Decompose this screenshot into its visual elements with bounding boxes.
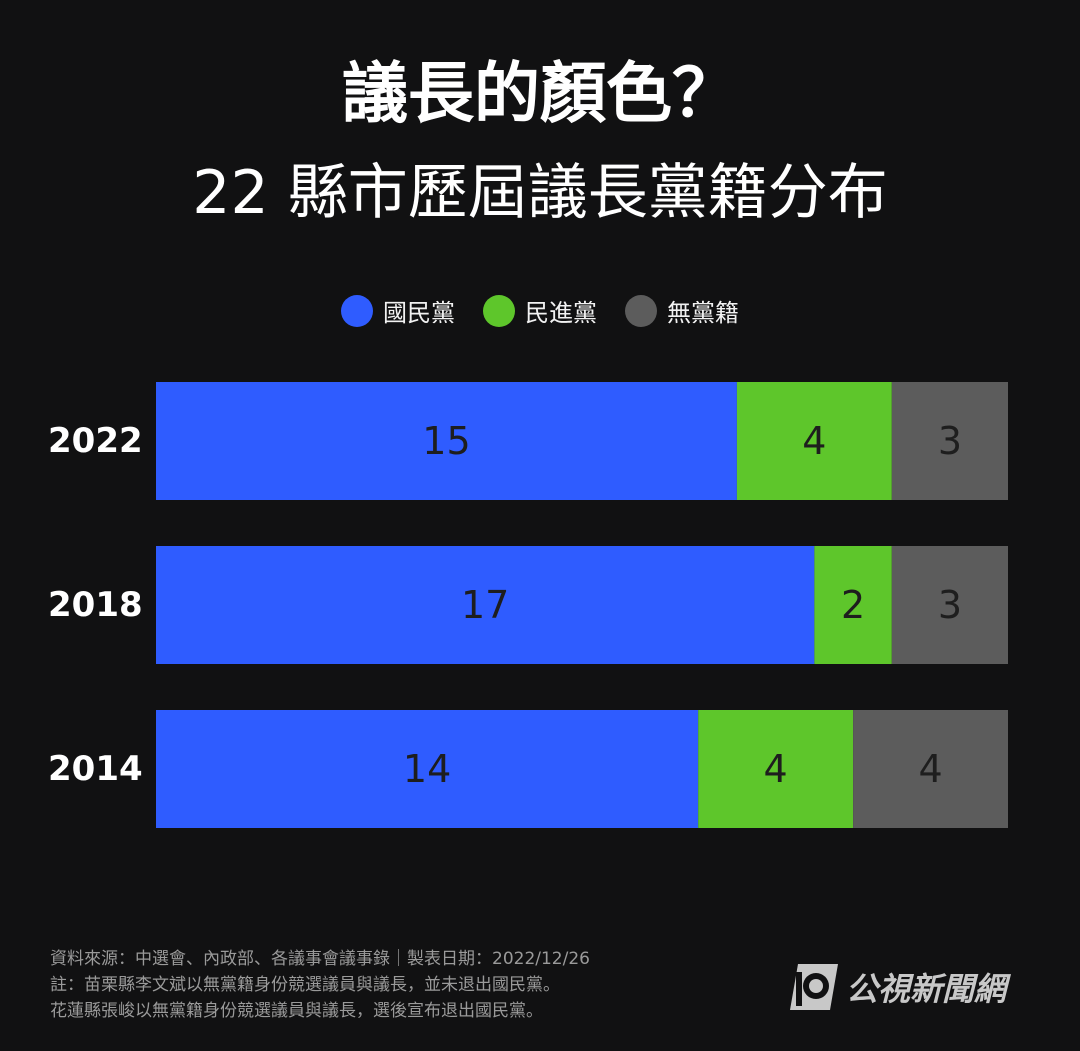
value-label-2018-series-0: 17	[461, 583, 509, 627]
bar-2014-series-1	[698, 710, 854, 828]
bar-2022-series-0	[156, 382, 737, 500]
legend: 國民黨 民進黨 無黨籍	[0, 293, 1080, 328]
value-label-2022-series-1: 4	[802, 419, 826, 463]
footer-notes: 資料來源：中選會、內政部、各議事會議事錄｜製表日期：2022/12/26 註：苗…	[50, 946, 590, 1024]
legend-swatch-dpp	[483, 294, 515, 327]
legend-item-independent: 無黨籍	[625, 293, 739, 328]
year-label-2022: 2022	[48, 421, 143, 461]
value-label-2014-series-0: 14	[403, 747, 451, 791]
bar-2022-series-1	[736, 382, 892, 500]
pts-logo-icon	[788, 962, 840, 1012]
legend-swatch-independent	[625, 294, 657, 327]
value-label-2014-series-1: 4	[764, 747, 788, 791]
pts-news-logo: 公視新聞網	[788, 962, 1006, 1012]
legend-swatch-kmt	[341, 294, 373, 327]
legend-item-kmt: 國民黨	[341, 293, 455, 328]
legend-label-dpp: 民進黨	[525, 299, 597, 327]
footer-source: 資料來源：中選會、內政部、各議事會議事錄｜製表日期：2022/12/26	[50, 949, 590, 969]
bar-2018-series-2	[891, 546, 1008, 664]
legend-label-independent: 無黨籍	[667, 299, 739, 327]
bar-2014-series-0	[156, 710, 699, 828]
value-label-2014-series-2: 4	[918, 747, 942, 791]
bar-2018-series-1	[814, 546, 892, 664]
chart-subtitle: 22 縣市歷屆議長黨籍分布	[192, 158, 888, 228]
year-label-2014: 2014	[48, 749, 143, 789]
chart-title: 議長的顏色？	[342, 55, 738, 132]
value-label-2022-series-2: 3	[938, 419, 962, 463]
legend-label-kmt: 國民黨	[383, 299, 455, 327]
bar-2014-series-2	[853, 710, 1008, 828]
footer-note-2: 花蓮縣張峻以無黨籍身份競選議員與議長，選後宣布退出國民黨。	[50, 1001, 543, 1021]
legend-item-dpp: 民進黨	[483, 293, 597, 328]
value-label-2022-series-0: 15	[422, 419, 470, 463]
value-label-2018-series-2: 3	[938, 583, 962, 627]
year-label-2018: 2018	[48, 585, 143, 625]
logo-text: 公視新聞網	[846, 970, 1007, 1008]
value-label-2018-series-1: 2	[841, 583, 865, 627]
bar-2018-series-0	[156, 546, 815, 664]
footer-note-1: 註：苗栗縣李文斌以無黨籍身份競選議員與議長，並未退出國民黨。	[50, 975, 560, 995]
bar-2022-series-2	[891, 382, 1008, 500]
